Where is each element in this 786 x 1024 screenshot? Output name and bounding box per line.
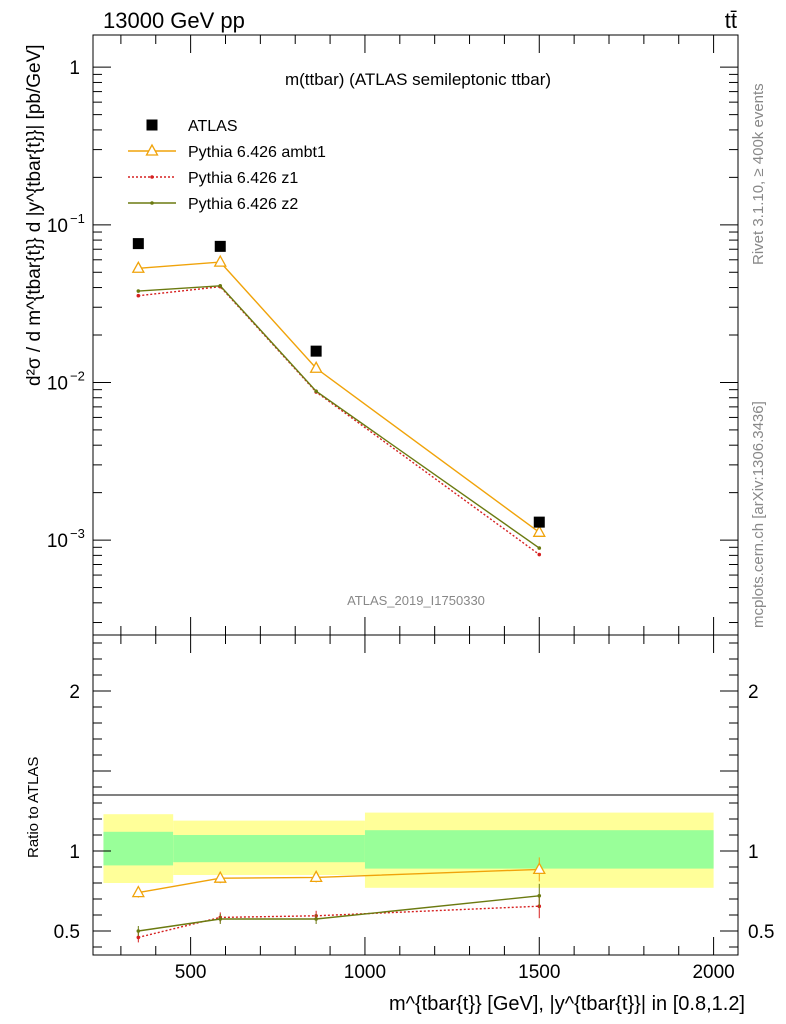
ratio-line-z2 — [138, 895, 540, 932]
data-point-data — [310, 345, 322, 357]
legend-label-data: ATLAS — [188, 118, 238, 135]
legend-marker-data — [146, 119, 158, 131]
x-axis-label: m^{tbar{t}} [GeV], |y^{tbar{t}}| in [0.8… — [389, 993, 745, 1015]
y-tick-label: 1 — [69, 58, 80, 79]
x-tick-label: 1000 — [344, 962, 386, 983]
ratio-line-z1 — [138, 905, 540, 939]
x-tick-label: 1500 — [518, 962, 560, 983]
y-tick-label-exponent: −2 — [70, 368, 85, 383]
ratio-uncertainty-bands — [103, 812, 714, 888]
x-tick-label: 2000 — [692, 962, 734, 983]
data-point-z1 — [537, 552, 542, 557]
main-x-ticks — [120, 35, 715, 635]
ratio-point-z2 — [136, 929, 141, 933]
main-y-axis: 10 −310 −210 −11 — [47, 58, 738, 624]
ratio-y-tick-label: 2 — [69, 682, 80, 703]
legend-label-ambt1: Pythia 6.426 ambt1 — [188, 144, 326, 161]
y-tick-label: 10 — [47, 216, 68, 237]
data-point-ambt1 — [213, 254, 227, 267]
legend-label-z1: Pythia 6.426 z1 — [188, 170, 298, 187]
ratio-y-axis-label: Ratio to ATLAS — [25, 757, 42, 858]
legend: ATLAS Pythia 6.426 ambt1 Pythia 6.426 z1 Py… — [128, 118, 326, 213]
data-point-z2 — [314, 389, 318, 394]
data-point-z2 — [218, 284, 223, 288]
ratio-point-z2 — [314, 917, 318, 921]
legend-marker-z2 — [150, 201, 154, 205]
mcplots-label: mcplots.cern.ch [arXiv:1306.3436] — [750, 401, 767, 628]
data-point-z2 — [537, 546, 542, 550]
data-point-ambt1 — [131, 260, 145, 273]
plot-title: m(ttbar) (ATLAS semileptonic ttbar) — [285, 70, 551, 89]
data-point-ambt1 — [309, 360, 323, 373]
process-label: tt̄ — [725, 8, 737, 33]
legend-marker-ambt1 — [145, 143, 159, 156]
ratio-point-ambt1 — [213, 870, 227, 883]
ratio-y-tick-label: 1 — [69, 842, 80, 863]
y-tick-label-exponent: −1 — [70, 211, 85, 226]
ratio-axes: 500 1000 1500 2000 0.5 0.5 1 1 2 2 — [54, 635, 774, 983]
energy-label: 13000 GeV pp — [103, 8, 245, 33]
legend-marker-z1 — [150, 175, 154, 179]
ratio-panel-frame — [92, 634, 739, 956]
ratio-y-tick-label-right: 0.5 — [748, 922, 774, 943]
rivet-version-label: Rivet 3.1.10, ≥ 400k events — [750, 83, 767, 265]
legend-label-z2: Pythia 6.426 z2 — [188, 196, 298, 213]
y-tick-label: 10 — [47, 373, 68, 394]
data-point-z1 — [136, 293, 141, 298]
data-point-z2 — [136, 289, 141, 293]
ratio-series — [131, 857, 546, 943]
ratio-line-ambt1 — [138, 868, 540, 894]
main-y-axis-label: d²σ / d m^{tbar{t}} d |y^{tbar{t}}| [pb/… — [24, 44, 45, 386]
ratio-point-ambt1 — [309, 870, 323, 883]
ratio-band-inner — [173, 835, 365, 863]
x-tick-label: 500 — [175, 962, 207, 983]
data-point-ambt1 — [532, 524, 546, 537]
data-point-data — [533, 516, 545, 528]
series-line-z2 — [138, 285, 540, 549]
ratio-y-tick-label-right: 2 — [748, 682, 759, 703]
analysis-id-label: ATLAS_2019_I1750330 — [347, 593, 485, 608]
ratio-y-tick-label: 0.5 — [54, 922, 80, 943]
series-line-z1 — [138, 285, 540, 556]
y-tick-label: 10 — [47, 531, 68, 552]
data-point-data — [214, 240, 226, 252]
main-series — [131, 238, 546, 557]
ratio-y-tick-label-right: 1 — [748, 842, 759, 863]
data-point-data — [132, 238, 144, 250]
ratio-point-z2 — [537, 894, 542, 898]
series-line-ambt1 — [138, 261, 540, 533]
ratio-band-inner — [103, 831, 174, 866]
ratio-point-ambt1 — [131, 885, 145, 898]
ratio-point-z2 — [218, 917, 223, 921]
ratio-point-z1 — [136, 935, 141, 940]
y-tick-label-exponent: −3 — [70, 526, 85, 541]
ratio-point-ambt1 — [532, 862, 546, 875]
